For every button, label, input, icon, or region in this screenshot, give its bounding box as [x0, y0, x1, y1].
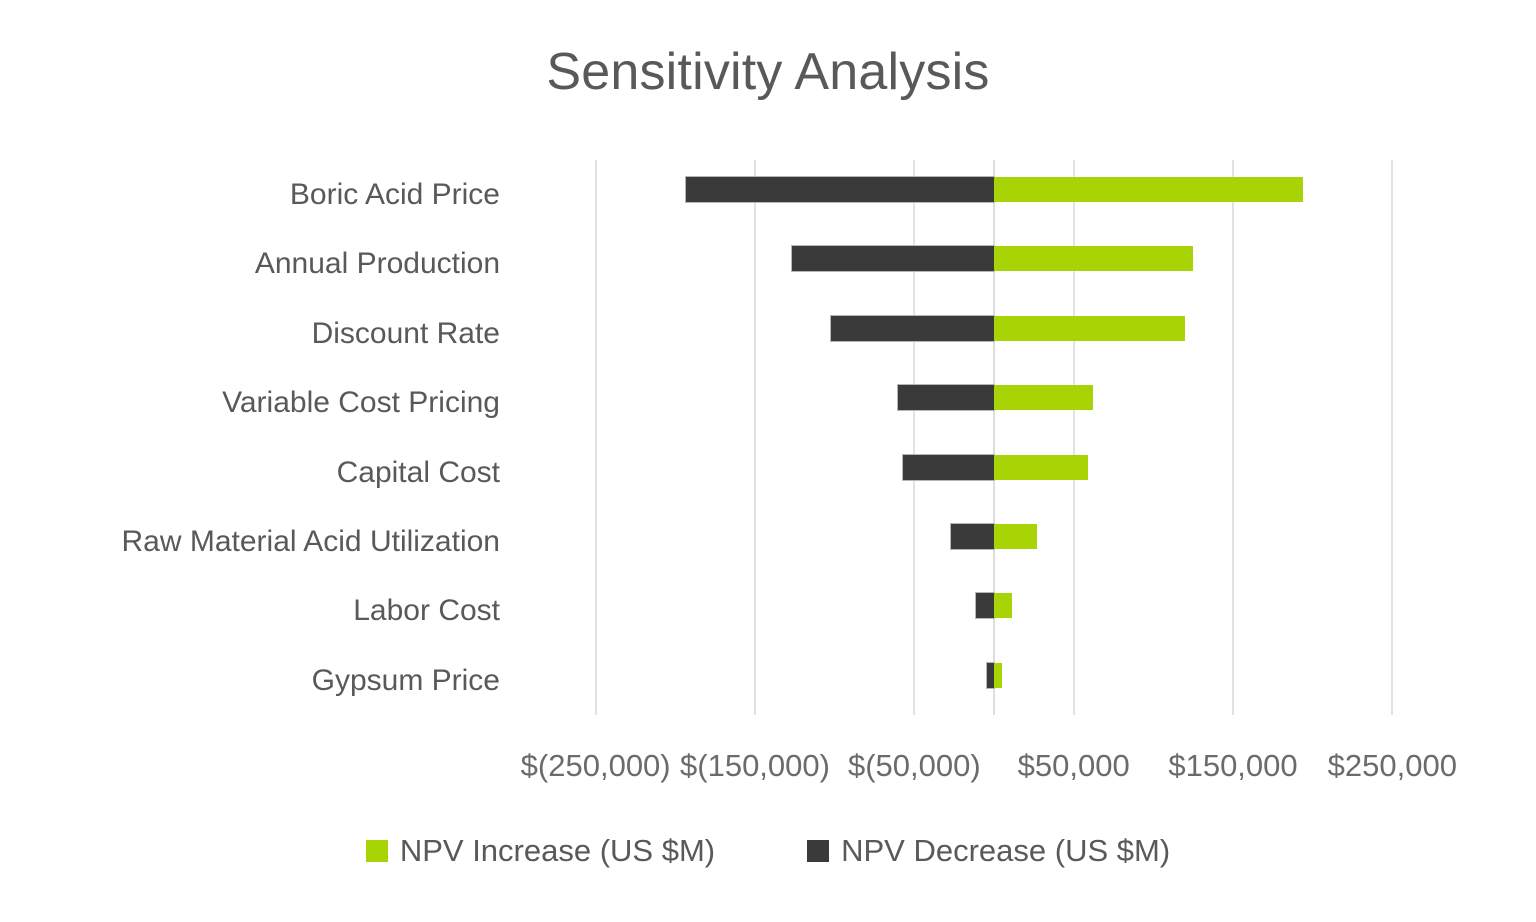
bar-npv-decrease[interactable]: [686, 177, 994, 202]
bar-npv-increase[interactable]: [994, 385, 1093, 411]
legend-label: NPV Decrease (US $M): [841, 833, 1171, 868]
category-label: Raw Material Acid Utilization: [121, 524, 500, 558]
legend-swatch-icon: [807, 840, 830, 862]
gridline: [913, 160, 916, 715]
bar-npv-increase[interactable]: [994, 454, 1088, 480]
axis-tick-label: $50,000: [1017, 748, 1130, 783]
bar-npv-decrease[interactable]: [791, 246, 994, 272]
bar-npv-increase[interactable]: [994, 523, 1038, 549]
category-label: Gypsum Price: [311, 663, 500, 697]
bar-npv-increase[interactable]: [994, 315, 1186, 341]
gridline: [1072, 160, 1075, 715]
legend-swatch-icon: [365, 840, 388, 862]
value-axis-tick-labels: $(250,000) $(150,000) $(50,000) $50,000 $150…: [0, 748, 1536, 794]
bar-npv-increase[interactable]: [994, 177, 1304, 202]
bar-row: [516, 576, 1472, 645]
axis-tick-label: $(250,000): [520, 748, 671, 783]
axis-tick-label: $150,000: [1168, 748, 1298, 783]
gridline: [754, 160, 756, 715]
bar-npv-decrease[interactable]: [950, 523, 994, 549]
axis-tick-label: $(150,000): [680, 748, 830, 783]
bar-row: [516, 438, 1472, 507]
bar-npv-decrease[interactable]: [976, 593, 994, 619]
category-label: Boric Acid Price: [289, 178, 500, 211]
legend-label: NPV Increase (US $M): [399, 833, 716, 868]
bar-npv-decrease[interactable]: [898, 385, 994, 411]
axis-tick-label: $(50,000): [847, 748, 981, 783]
bar-npv-increase[interactable]: [994, 246, 1194, 272]
zero-gridline: [993, 160, 995, 715]
category-label: Labor Cost: [353, 594, 500, 628]
gridline: [1232, 160, 1234, 715]
category-label: Variable Cost Pricing: [222, 386, 500, 420]
bar-row: [516, 507, 1472, 576]
bar-npv-decrease[interactable]: [903, 454, 994, 480]
bar-npv-increase[interactable]: [994, 593, 1012, 619]
bar-row: [516, 646, 1472, 715]
bar-row: [516, 160, 1472, 229]
gridline: [594, 160, 597, 715]
legend: NPV Increase (US $M) NPV Decrease (US $M): [0, 833, 1536, 869]
legend-item[interactable]: NPV Increase (US $M): [365, 833, 716, 869]
bar-npv-decrease[interactable]: [986, 662, 994, 688]
page-title: Sensitivity Analysis: [546, 43, 990, 101]
gridline: [1391, 160, 1394, 715]
bar-row: [516, 299, 1472, 368]
category-label: Annual Production: [254, 247, 500, 281]
bar-row: [516, 229, 1472, 298]
bar-npv-decrease[interactable]: [831, 315, 994, 341]
axis-tick-label: $250,000: [1327, 748, 1457, 783]
category-label: Capital Cost: [336, 455, 500, 489]
bar-row: [516, 368, 1472, 437]
category-axis-labels: Boric Acid Price Annual Production Discoun…: [0, 160, 500, 715]
plot-area: [516, 160, 1472, 715]
bar-npv-increase[interactable]: [994, 662, 1002, 688]
category-label: Discount Rate: [311, 316, 500, 350]
legend-item[interactable]: NPV Decrease (US $M): [807, 833, 1170, 869]
